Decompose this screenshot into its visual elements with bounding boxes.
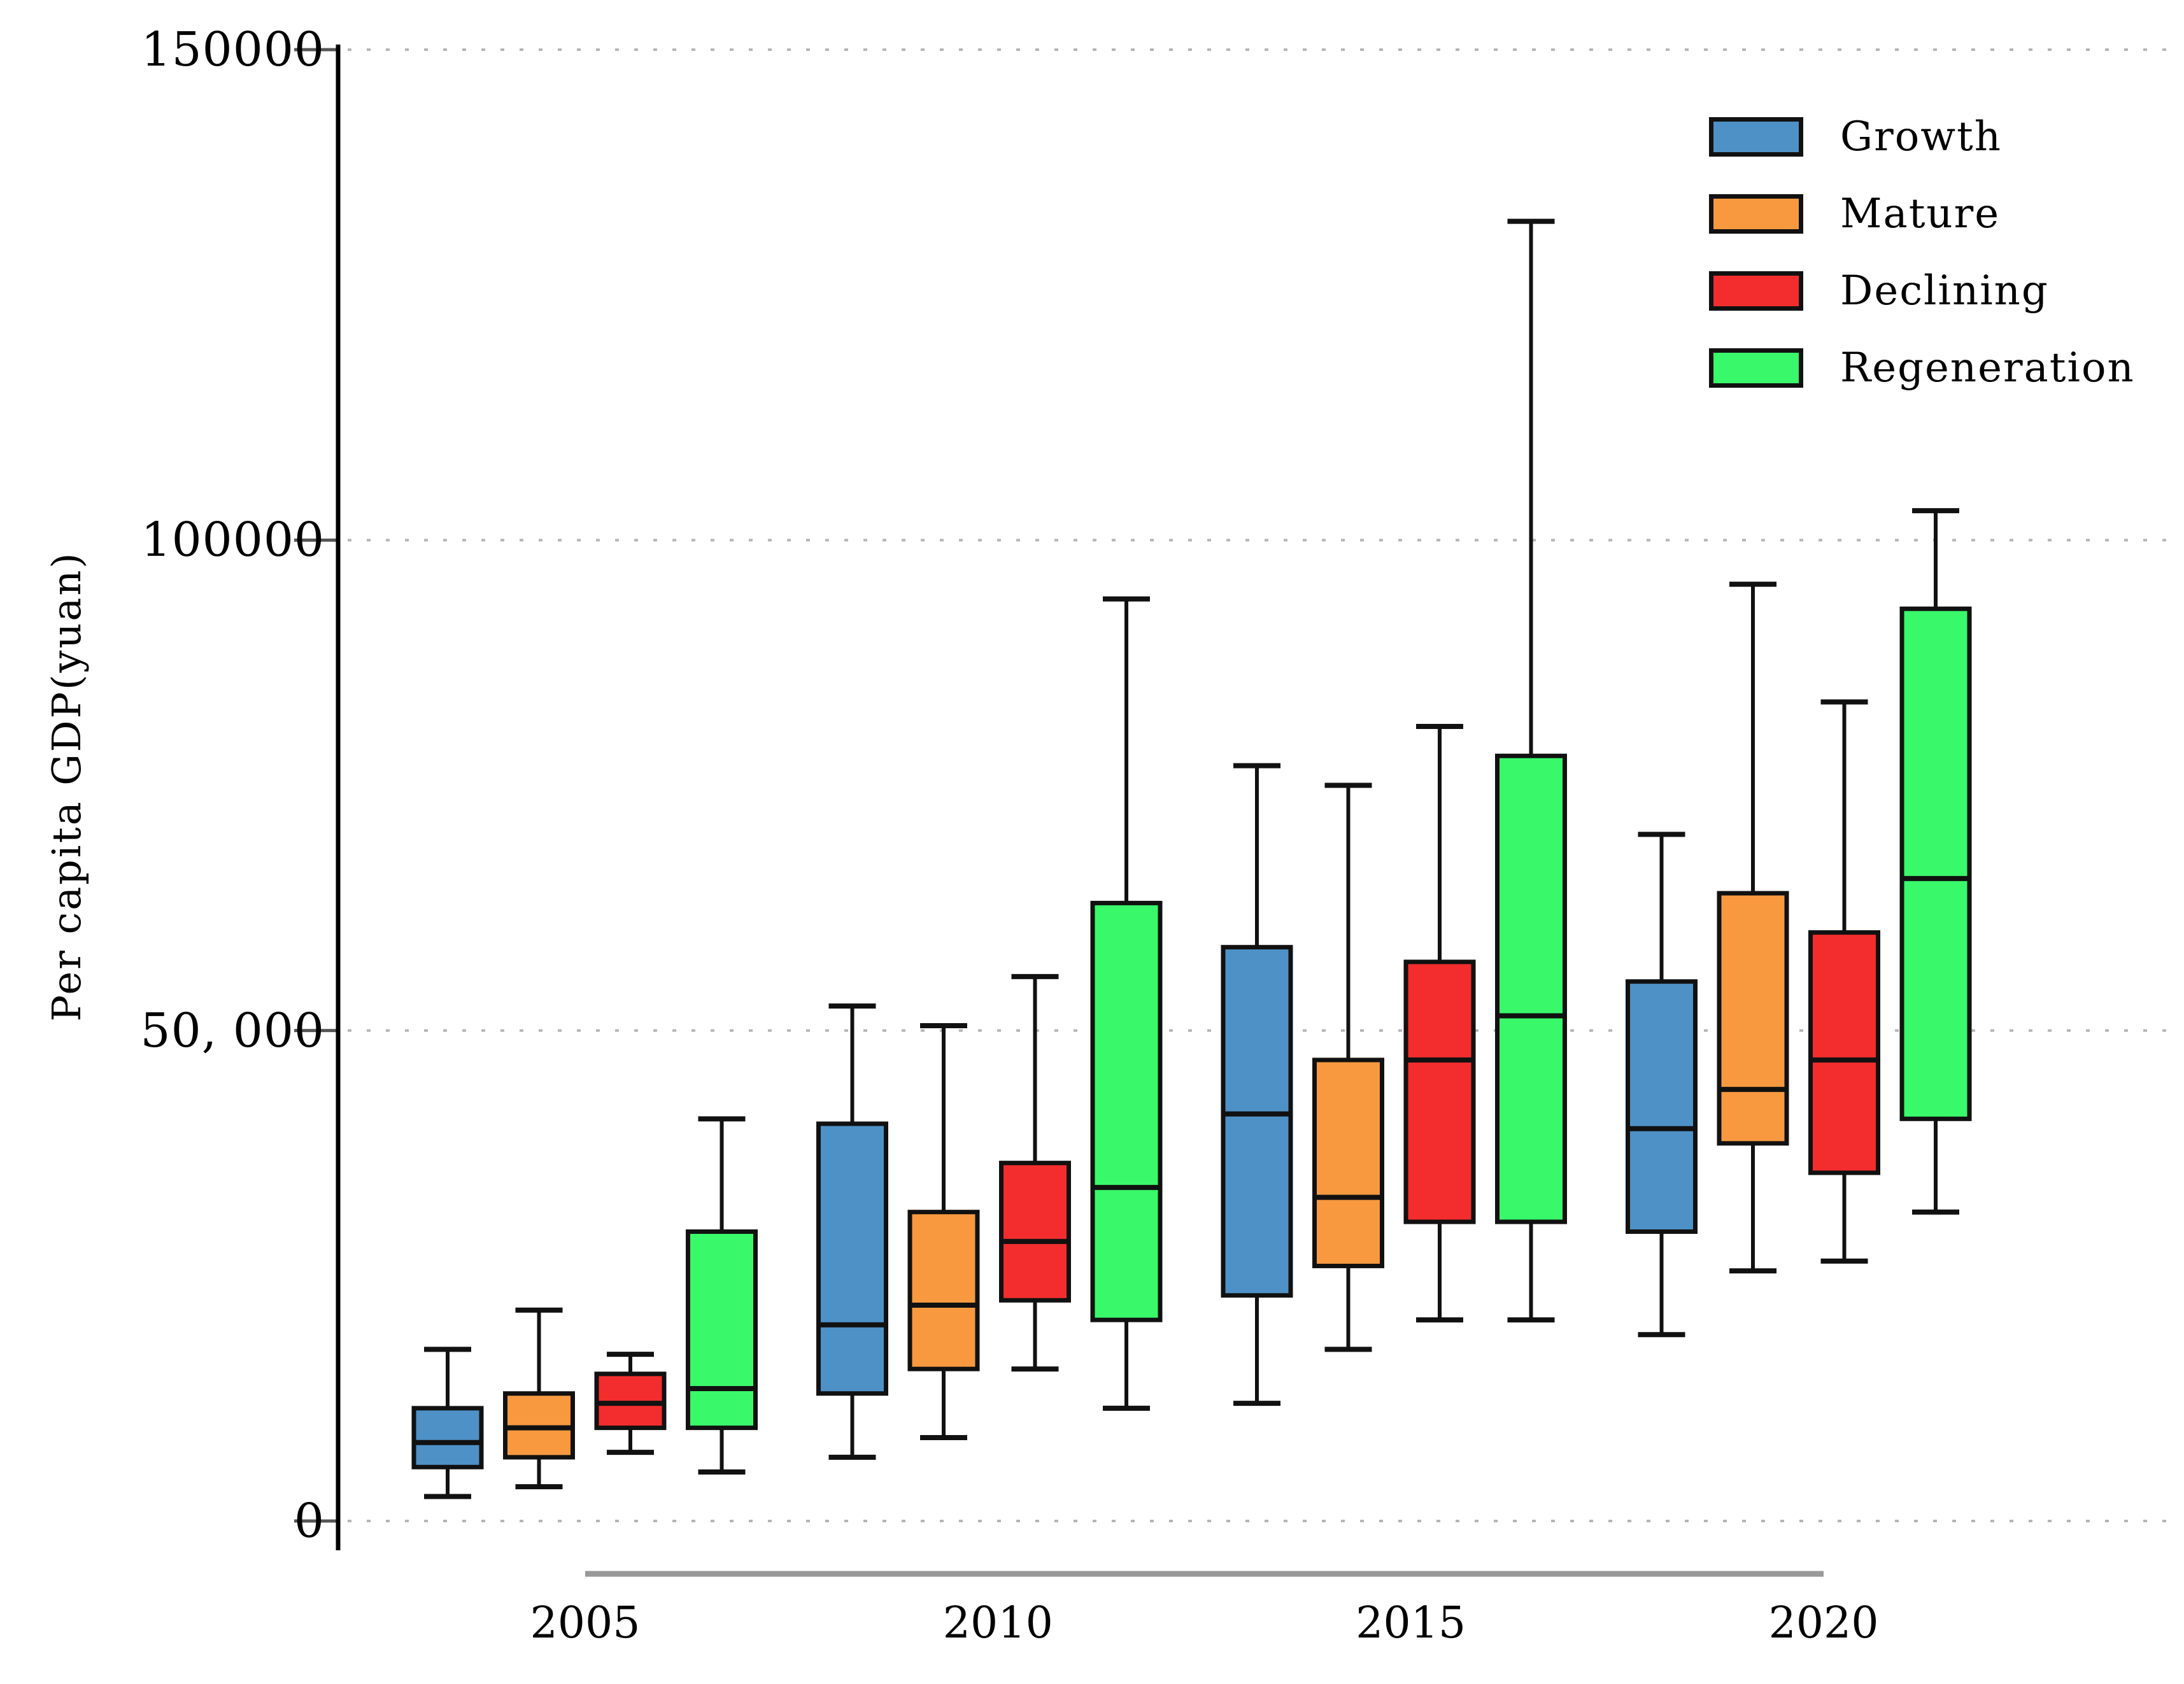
box-regeneration-2010 bbox=[1090, 900, 1163, 1322]
legend: Growth Mature Declining Regeneration bbox=[1709, 113, 2135, 421]
legend-label-growth: Growth bbox=[1840, 113, 2002, 160]
legend-item-mature: Mature bbox=[1709, 190, 2135, 237]
y-tick-label-0: 0 bbox=[294, 1494, 325, 1548]
box-growth-2015 bbox=[1221, 945, 1293, 1298]
legend-swatch-mature bbox=[1709, 194, 1803, 234]
x-tick-label-2010: 2010 bbox=[942, 1598, 1053, 1648]
legend-swatch-growth bbox=[1709, 117, 1803, 157]
box-declining-2015 bbox=[1403, 959, 1476, 1224]
box-mature-2015 bbox=[1312, 1058, 1384, 1268]
y-axis-title: Per capita GDP(yuan) bbox=[43, 551, 90, 1022]
box-mature-2020 bbox=[1717, 891, 1789, 1146]
x-tick-label-2015: 2015 bbox=[1356, 1598, 1466, 1648]
legend-swatch-regeneration bbox=[1709, 348, 1803, 388]
box-growth-2005 bbox=[411, 1406, 484, 1469]
box-mature-2010 bbox=[907, 1210, 980, 1371]
x-tick-label-2005: 2005 bbox=[530, 1598, 641, 1648]
x-tick-label-2020: 2020 bbox=[1768, 1598, 1879, 1648]
legend-label-mature: Mature bbox=[1840, 190, 2001, 237]
y-tick-label-50000: 50, 000 bbox=[140, 1003, 325, 1058]
legend-item-growth: Growth bbox=[1709, 113, 2135, 160]
legend-item-regeneration: Regeneration bbox=[1709, 344, 2135, 392]
box-regeneration-2020 bbox=[1899, 606, 1972, 1121]
legend-swatch-declining bbox=[1709, 271, 1803, 311]
box-declining-2010 bbox=[999, 1161, 1071, 1303]
legend-item-declining: Declining bbox=[1709, 267, 2135, 315]
box-declining-2020 bbox=[1808, 930, 1880, 1175]
box-growth-2020 bbox=[1626, 979, 1698, 1235]
box-regeneration-2005 bbox=[686, 1229, 758, 1431]
legend-label-declining: Declining bbox=[1840, 267, 2049, 315]
box-growth-2010 bbox=[816, 1121, 888, 1396]
legend-label-regeneration: Regeneration bbox=[1840, 344, 2135, 392]
y-tick-label-100000: 100000 bbox=[141, 513, 325, 568]
y-tick-label-150000: 150000 bbox=[141, 22, 325, 77]
box-regeneration-2015 bbox=[1495, 753, 1567, 1224]
